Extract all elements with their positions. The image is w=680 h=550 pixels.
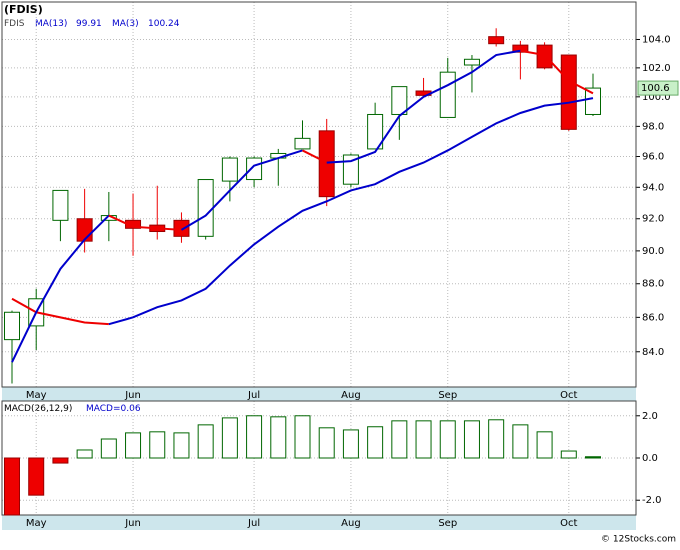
legend-value: 100.24 bbox=[148, 19, 180, 29]
macd-bar bbox=[536, 431, 553, 459]
legend-entry: MA(3) bbox=[112, 19, 139, 29]
macd-bar bbox=[560, 450, 577, 459]
y-tick-label: 0.0 bbox=[642, 453, 658, 464]
macd-bar bbox=[488, 419, 505, 459]
candle-body bbox=[76, 218, 93, 242]
x-tick-label: Aug bbox=[341, 518, 361, 529]
plot-frame bbox=[1, 1, 637, 388]
macd-bar bbox=[318, 427, 335, 459]
symbol: FDIS bbox=[4, 19, 25, 29]
macd-bar bbox=[294, 415, 311, 459]
macd-bar bbox=[342, 429, 359, 459]
ma-line bbox=[180, 149, 303, 231]
macd-bar bbox=[221, 417, 238, 459]
ma-line bbox=[108, 214, 182, 231]
x-tick-label: Jun bbox=[124, 518, 141, 529]
ma-line bbox=[326, 49, 521, 164]
x-tick-label: Aug bbox=[341, 390, 361, 401]
y-tick-label: 104.0 bbox=[642, 34, 671, 45]
y-tick-label: 94.0 bbox=[642, 182, 664, 193]
macd-bar bbox=[439, 420, 456, 459]
macd-bar bbox=[149, 431, 166, 459]
y-tick-label: 92.0 bbox=[642, 214, 664, 225]
macd-bar bbox=[246, 415, 263, 459]
legend-value: 99.91 bbox=[76, 19, 102, 29]
macd-name: MACD(26,12,9) bbox=[4, 404, 72, 414]
candle-body bbox=[536, 44, 553, 69]
y-tick-label: 96.0 bbox=[642, 152, 664, 163]
x-axis-strip bbox=[2, 387, 636, 401]
x-tick-label: Oct bbox=[560, 518, 577, 529]
macd-bar bbox=[173, 432, 190, 459]
macd-value: 0.06 bbox=[121, 404, 141, 414]
macd-bar bbox=[512, 424, 529, 459]
candle-body bbox=[197, 179, 214, 237]
macd-bar bbox=[4, 457, 20, 516]
x-tick-label: May bbox=[26, 390, 47, 401]
ma-line bbox=[11, 214, 110, 363]
y-tick-label: 84.0 bbox=[642, 347, 664, 358]
candle-body bbox=[439, 71, 456, 118]
macd-bar bbox=[367, 426, 384, 459]
legend: FDIS MA(13) 99.91 MA(3) 100.24 bbox=[4, 19, 180, 29]
x-tick-label: Jul bbox=[247, 518, 260, 529]
ma-line bbox=[520, 49, 594, 95]
macd-bar bbox=[76, 449, 93, 459]
candle-body bbox=[391, 86, 408, 115]
candle-body bbox=[173, 219, 190, 237]
macd-bar bbox=[391, 420, 408, 459]
macd-bar bbox=[100, 438, 117, 459]
x-tick-label: Oct bbox=[560, 390, 577, 401]
y-tick-label: 100.0 bbox=[642, 92, 671, 103]
y-tick-label: 86.0 bbox=[642, 312, 664, 323]
x-tick-label: Sep bbox=[438, 390, 457, 401]
y-tick-label: 88.0 bbox=[642, 279, 664, 290]
candle-body bbox=[246, 157, 263, 181]
price-label: 100.6 bbox=[641, 83, 670, 94]
legend-entry: MA(13) bbox=[35, 19, 67, 29]
x-axis-strip bbox=[2, 515, 636, 530]
macd-legend: MACD(26,12,9) MACD=0.06 bbox=[4, 404, 141, 414]
candle-body bbox=[294, 137, 311, 150]
ma-line bbox=[108, 97, 594, 326]
x-tick-label: Jul bbox=[247, 390, 260, 401]
x-tick-label: Sep bbox=[438, 518, 457, 529]
macd-bar bbox=[125, 432, 142, 459]
candle-body bbox=[560, 54, 577, 130]
price-box bbox=[637, 80, 679, 96]
candle-body bbox=[463, 58, 480, 66]
chart-title: (FDIS) bbox=[4, 3, 43, 16]
macd-bar bbox=[28, 457, 45, 496]
candle-body bbox=[488, 36, 505, 45]
candle-body bbox=[52, 189, 69, 221]
macd-bar bbox=[270, 416, 287, 459]
y-tick-label: 98.0 bbox=[642, 121, 664, 132]
ma-line bbox=[11, 297, 109, 326]
macd-bar bbox=[463, 420, 480, 459]
macd-bar bbox=[197, 424, 214, 459]
credit: © 12Stocks.com bbox=[601, 535, 676, 545]
plot-frame bbox=[1, 400, 637, 516]
macd-bar bbox=[52, 457, 69, 464]
y-tick-label: 90.0 bbox=[642, 246, 664, 257]
macd-bar bbox=[415, 420, 432, 459]
candle-body bbox=[318, 130, 335, 198]
y-tick-label: 102.0 bbox=[642, 63, 671, 74]
candle-body bbox=[367, 113, 384, 150]
candle-body bbox=[221, 157, 238, 182]
y-tick-label: -2.0 bbox=[642, 495, 662, 506]
ma-line bbox=[302, 149, 328, 164]
x-tick-label: May bbox=[26, 518, 47, 529]
x-tick-label: Jun bbox=[124, 390, 141, 401]
y-tick-label: 2.0 bbox=[642, 411, 658, 422]
candle-body bbox=[585, 87, 601, 115]
candle-body bbox=[512, 44, 529, 53]
candle-body bbox=[4, 311, 20, 341]
macd-bar bbox=[585, 456, 601, 459]
macd-label: MACD= bbox=[86, 404, 121, 414]
